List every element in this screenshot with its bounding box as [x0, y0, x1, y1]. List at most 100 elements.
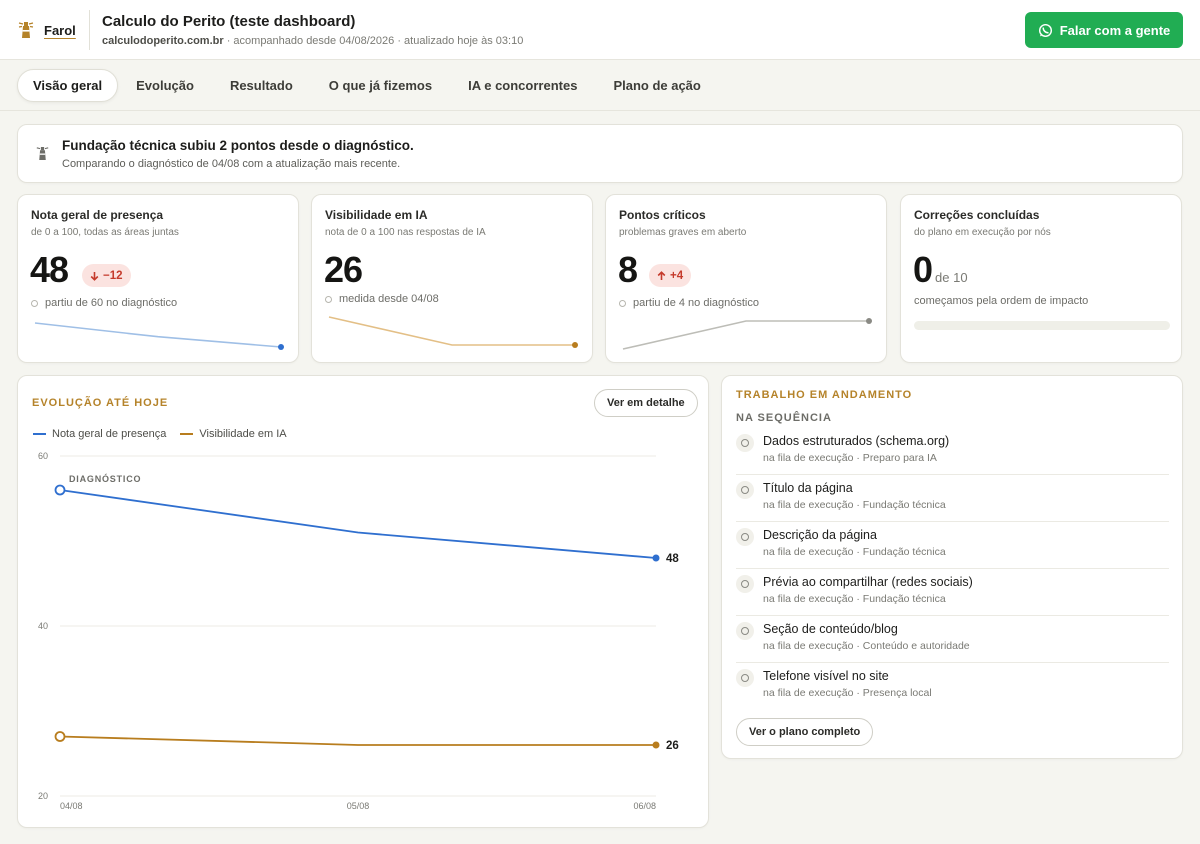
kpi-card-fixes: Correções concluídas do plano em execuçã…	[900, 194, 1182, 363]
work-item-status: na fila de execução · Fundação técnica	[763, 499, 946, 511]
sparkline-path	[622, 320, 869, 350]
update-notice: Fundação técnica subiu 2 pontos desde o …	[17, 124, 1183, 183]
top-header: Farol Calculo do Perito (teste dashboard…	[0, 0, 1200, 60]
notice-subtitle: Comparando o diagnóstico de 04/08 com a …	[62, 158, 401, 170]
notice-title: Fundação técnica subiu 2 pontos desde o …	[62, 138, 414, 153]
kpi-value: 0 de 10	[913, 249, 968, 291]
pending-status-icon	[736, 575, 754, 593]
kpi-card-ai-visibility: Visibilidade em IA nota de 0 a 100 nas r…	[311, 194, 593, 363]
arrow-up-icon	[657, 270, 666, 280]
kpi-note: partiu de 4 no diagnóstico	[619, 297, 759, 309]
sparkline-critical	[622, 318, 872, 350]
kpi-subtitle: do plano em execução por nós	[914, 227, 1051, 238]
whatsapp-icon	[1038, 23, 1052, 37]
site-title: Calculo do Perito (teste dashboard)	[102, 13, 356, 30]
kpi-note: partiu de 60 no diagnóstico	[31, 297, 177, 309]
kpi-subtitle: nota de 0 a 100 nas respostas de IA	[325, 227, 486, 238]
series-end-point	[652, 554, 660, 562]
tab-o-que-ja-fizemos[interactable]: O que já fizemos	[328, 78, 433, 93]
kpi-value: 8	[618, 249, 638, 290]
pending-status-icon	[736, 622, 754, 640]
y-tick-label: 20	[38, 791, 48, 801]
work-list: Dados estruturados (schema.org) na fila d…	[736, 428, 1169, 710]
work-item-status: na fila de execução · Preparo para IA	[763, 452, 937, 464]
pending-status-icon	[736, 434, 754, 452]
pending-status-icon	[736, 528, 754, 546]
work-item-title: Seção de conteúdo/blog	[763, 622, 898, 636]
lighthouse-icon	[36, 147, 49, 160]
tab-evolucao[interactable]: Evolução	[136, 78, 194, 93]
work-item-status: na fila de execução · Fundação técnica	[763, 546, 946, 558]
series-start-point	[54, 731, 66, 742]
view-detail-button[interactable]: Ver em detalhe	[594, 389, 698, 417]
work-item-title: Prévia ao compartilhar (redes sociais)	[763, 575, 973, 589]
brand-logo[interactable]: Farol	[18, 20, 76, 40]
series-start-point	[54, 484, 66, 496]
site-tracking-info: · acompanhado desde 04/08/2026 · atualiz…	[223, 35, 524, 47]
kpi-note: medida desde 04/08	[325, 293, 439, 305]
header-divider	[89, 10, 90, 50]
sparkline-path	[328, 316, 575, 346]
kpi-value: 48	[30, 249, 69, 290]
kpi-delta-value: +4	[670, 269, 684, 282]
series-line-0	[59, 489, 657, 559]
view-full-plan-button[interactable]: Ver o plano completo	[736, 718, 874, 746]
sparkline-end-point	[572, 342, 578, 348]
work-item-title: Título da página	[763, 481, 853, 495]
kpi-subtitle: problemas graves em aberto	[619, 227, 747, 238]
kpi-note-text: partiu de 4 no diagnóstico	[633, 297, 759, 309]
list-item[interactable]: Seção de conteúdo/blog na fila de execuçã…	[736, 616, 1169, 663]
tab-resultado[interactable]: Resultado	[229, 78, 293, 93]
contact-button[interactable]: Falar com a gente	[1025, 12, 1183, 48]
kpi-value-number: 0	[913, 249, 933, 290]
series-end-point	[652, 741, 660, 749]
kpi-value: 26	[324, 249, 363, 290]
work-item-title: Telefone visível no site	[763, 669, 889, 683]
fixes-progress-bar	[914, 321, 1170, 330]
ring-icon	[619, 299, 626, 307]
legend-swatch	[180, 433, 194, 435]
tab-plano-de-acao[interactable]: Plano de ação	[613, 78, 701, 93]
legend-item-ai: Visibilidade em IA	[180, 428, 287, 440]
sparkline-path	[34, 322, 282, 348]
tab-ia-e-concorrentes[interactable]: IA e concorrentes	[468, 78, 578, 93]
x-tick-label: 05/08	[347, 801, 370, 811]
kpi-card-presence: Nota geral de presença de 0 a 100, todas…	[17, 194, 299, 363]
arrow-down-icon	[90, 271, 99, 281]
sparkline-end-point	[866, 318, 872, 324]
main-tabs: Visão geral Evolução Resultado O que já …	[17, 69, 719, 102]
kpi-delta-value: −12	[103, 269, 123, 282]
kpi-delta-badge: −12	[82, 264, 131, 287]
pending-status-icon	[736, 669, 754, 687]
kpi-title: Visibilidade em IA	[325, 208, 428, 222]
kpi-note: começamos pela ordem de impacto	[914, 295, 1089, 307]
x-tick-label: 04/08	[60, 801, 83, 811]
pending-status-icon	[736, 481, 754, 499]
kpi-subtitle: de 0 a 100, todas as áreas juntas	[31, 227, 179, 238]
legend-item-presence: Nota geral de presença	[33, 428, 166, 440]
y-tick-label: 60	[38, 451, 48, 461]
list-item[interactable]: Dados estruturados (schema.org) na fila d…	[736, 428, 1169, 475]
y-tick-label: 40	[38, 621, 48, 631]
kpi-card-critical: Pontos críticos problemas graves em aber…	[605, 194, 887, 363]
contact-button-label: Falar com a gente	[1059, 22, 1171, 38]
kpi-title: Pontos críticos	[619, 208, 706, 222]
work-item-status: na fila de execução · Fundação técnica	[763, 593, 946, 605]
evolution-title: EVOLUÇÃO ATÉ HOJE	[32, 397, 169, 409]
work-item-title: Dados estruturados (schema.org)	[763, 434, 950, 448]
sparkline-end-point	[278, 344, 284, 350]
sparkline-presence	[34, 322, 284, 350]
kpi-delta-badge: +4	[649, 264, 692, 287]
list-item[interactable]: Prévia ao compartilhar (redes sociais) na…	[736, 569, 1169, 616]
list-item[interactable]: Telefone visível no site na fila de execu…	[736, 663, 1169, 710]
list-item[interactable]: Título da página na fila de execução · Fu…	[736, 475, 1169, 522]
series-end-label: 48	[666, 553, 679, 565]
list-item[interactable]: Descrição da página na fila de execução ·…	[736, 522, 1169, 569]
legend-label: Nota geral de presença	[52, 428, 167, 440]
brand-name: Farol	[44, 22, 76, 38]
legend-label: Visibilidade em IA	[199, 428, 287, 440]
work-title: TRABALHO EM ANDAMENTO	[736, 389, 913, 401]
kpi-note-text: partiu de 60 no diagnóstico	[45, 297, 178, 309]
tab-visao-geral[interactable]: Visão geral	[17, 69, 119, 102]
ring-icon	[31, 299, 38, 307]
